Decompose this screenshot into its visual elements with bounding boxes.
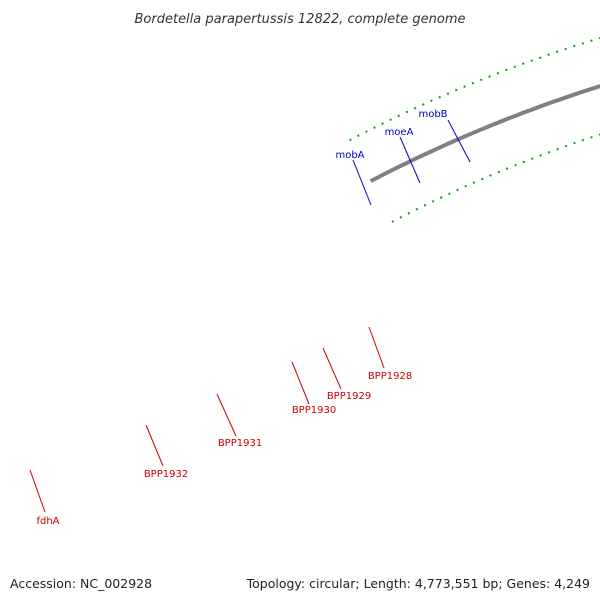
gene-label: BPP1932 bbox=[144, 469, 188, 480]
map-title: Bordetella parapertussis 12822, complete… bbox=[135, 12, 466, 27]
gene-label-leader bbox=[29, 469, 46, 513]
ruler-tracks: 2060 kbp2061 kbp2062 kbp2063 kbp2064 kbp… bbox=[349, 36, 600, 223]
gene-label-leader bbox=[145, 424, 164, 467]
gene-label: mobB bbox=[418, 109, 447, 120]
gene-label-leader bbox=[352, 159, 372, 206]
gene-label: moeA bbox=[385, 127, 414, 138]
gene-label-leader bbox=[291, 361, 310, 405]
gene-label-leader bbox=[447, 119, 471, 163]
gene-label-leader bbox=[216, 393, 237, 437]
gene-label: BPP1930 bbox=[292, 405, 336, 416]
gene-label: fdhA bbox=[36, 516, 59, 527]
genome-backbone bbox=[369, 84, 600, 183]
gene-labels: mobB moeA mobA BPP1928 BPP1929 BPP1930 BPP1931… bbox=[29, 109, 471, 527]
accession-text: Accession: NC_002928 bbox=[10, 576, 153, 591]
topology-text: Topology: circular; Length: 4,773,551 bp… bbox=[246, 576, 590, 591]
ruler-dotted-track bbox=[391, 133, 600, 223]
gene-label-leader bbox=[399, 136, 421, 184]
gene-label: BPP1931 bbox=[218, 438, 262, 449]
gene-label-leader bbox=[368, 326, 385, 369]
gene-label: BPP1929 bbox=[327, 391, 371, 402]
gene-label: BPP1928 bbox=[368, 371, 412, 382]
gene-label-leader bbox=[322, 347, 342, 390]
gene-label: mobA bbox=[335, 150, 364, 161]
